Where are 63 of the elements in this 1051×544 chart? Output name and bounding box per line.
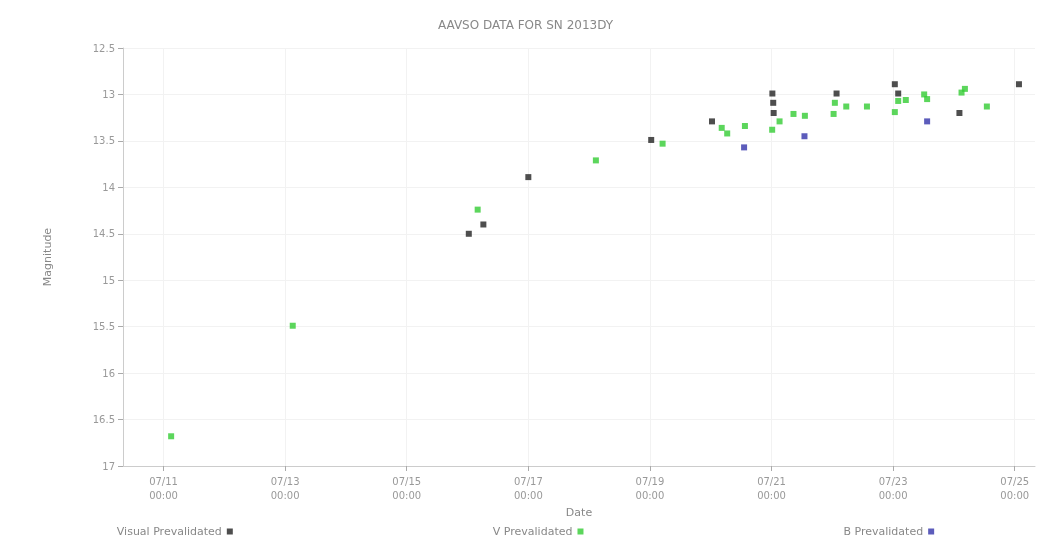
y-axis-title: Magnitude (41, 227, 54, 287)
point (648, 136, 655, 143)
point (769, 126, 776, 133)
point (724, 130, 731, 137)
x-axis-title: Date (565, 505, 593, 519)
y-tick-label: 14.5 (92, 228, 115, 240)
point (924, 96, 931, 103)
point (709, 118, 715, 125)
y-tick-label: 14 (102, 181, 115, 193)
y-tick-label: 15 (102, 274, 115, 286)
point (741, 144, 748, 151)
y-tick-label: 16.5 (92, 414, 115, 426)
point (741, 123, 748, 130)
point (659, 140, 666, 147)
point (891, 81, 898, 88)
y-tick-label: 15.5 (92, 321, 115, 333)
x-tick-label: 07/11 00:00 (149, 475, 178, 501)
x-tick-label: 07/21 00:00 (757, 475, 786, 501)
y-tick-label: 17 (102, 460, 115, 472)
point (776, 118, 783, 125)
point (474, 206, 481, 213)
x-tick-label: 07/19 00:00 (635, 475, 665, 501)
x-tick-label: 07/23 00:00 (878, 475, 908, 501)
point (891, 109, 898, 116)
point (801, 133, 808, 140)
y-tick-label: 13 (102, 88, 115, 100)
point (983, 103, 990, 110)
x-tick-label: 07/25 00:00 (1000, 475, 1030, 501)
x-tick-label: 07/15 00:00 (392, 475, 422, 501)
point (769, 90, 776, 97)
point (830, 110, 837, 117)
point (1015, 81, 1022, 88)
point (770, 99, 777, 106)
point (525, 174, 532, 181)
point (902, 97, 909, 104)
point (465, 230, 472, 237)
point (592, 157, 599, 164)
point (289, 322, 296, 329)
point (961, 85, 968, 92)
point (956, 110, 963, 117)
point (790, 110, 797, 117)
y-tick-label: 13.5 (92, 135, 115, 147)
x-tick-label: 07/17 00:00 (513, 475, 543, 501)
point (770, 110, 777, 117)
point (801, 112, 808, 119)
y-tick-label: 12.5 (92, 42, 115, 54)
point (833, 90, 840, 97)
point (168, 433, 175, 440)
legend-label: V Prevalidated (492, 525, 573, 538)
point (863, 103, 870, 110)
point (895, 97, 902, 104)
legend-label: B Prevalidated (843, 525, 924, 538)
point (921, 91, 928, 98)
point (718, 124, 725, 131)
point (924, 118, 931, 125)
point (480, 221, 487, 228)
legend-label: Visual Prevalidated (116, 525, 222, 538)
point (895, 90, 902, 97)
chart-title: AAVSO DATA FOR SN 2013DY (437, 18, 614, 32)
y-tick-label: 16 (102, 367, 115, 379)
point (831, 99, 838, 106)
point (843, 103, 850, 110)
x-tick-label: 07/13 00:00 (270, 475, 300, 501)
